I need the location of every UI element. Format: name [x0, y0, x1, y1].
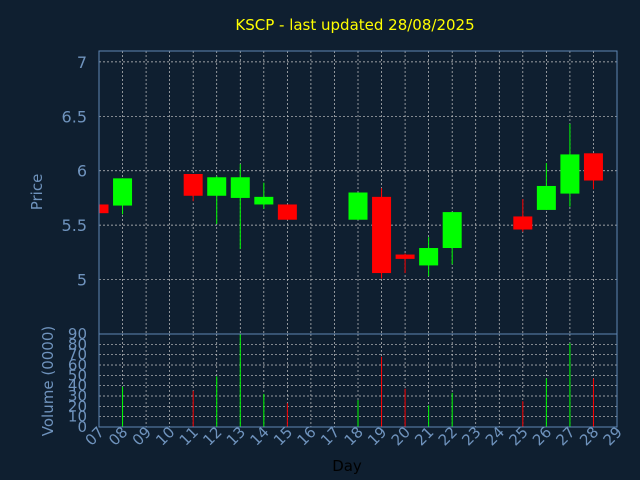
- price-tick-label: 6.5: [62, 107, 87, 126]
- candles: [99, 123, 603, 279]
- candle-body: [348, 192, 368, 220]
- volume-tick-label: 70: [68, 346, 87, 364]
- volume-tick-label: 90: [68, 325, 87, 343]
- volume-tick-label: 20: [68, 397, 87, 415]
- volume-tick-label: 0: [77, 418, 87, 436]
- price-tick-label: 6: [77, 162, 87, 181]
- volume-frame: [98, 333, 618, 428]
- candle-body: [207, 177, 227, 196]
- volume-panel: 0102030405060708090070809101112131415161…: [68, 325, 626, 449]
- price-panel: 5 5.5 6 6.5 7: [62, 50, 618, 335]
- x-axis-label: Day: [332, 457, 362, 475]
- volume-axis-label: Volume (0000): [39, 326, 57, 436]
- candle-body: [583, 153, 603, 181]
- volume-tick-label: 30: [68, 387, 87, 405]
- volume-tick-label: 80: [68, 335, 87, 353]
- price-tick-label: 5: [77, 271, 87, 290]
- candle-body: [183, 173, 203, 196]
- price-tick-label: 5.5: [62, 216, 87, 235]
- volume-tick-label: 50: [68, 366, 87, 384]
- volume-tick-label: 10: [68, 408, 87, 426]
- candle-body: [513, 216, 533, 230]
- volume-tick-label: 40: [68, 377, 87, 395]
- candle-body: [442, 212, 462, 249]
- candle-body: [395, 254, 415, 259]
- candle-body: [372, 196, 392, 274]
- candle-body: [99, 204, 109, 214]
- chart-title: KSCP - last updated 28/08/2025: [235, 16, 474, 34]
- candle-body: [113, 178, 133, 206]
- candle-body: [277, 204, 297, 220]
- candle-body: [419, 248, 439, 266]
- candle-body: [254, 196, 274, 205]
- candle-body: [560, 154, 580, 194]
- volume-tick-label: 60: [68, 356, 87, 374]
- candle-body: [536, 185, 556, 210]
- candle-body: [230, 177, 250, 198]
- price-tick-label: 7: [77, 53, 87, 72]
- price-axis-label: Price: [28, 174, 46, 211]
